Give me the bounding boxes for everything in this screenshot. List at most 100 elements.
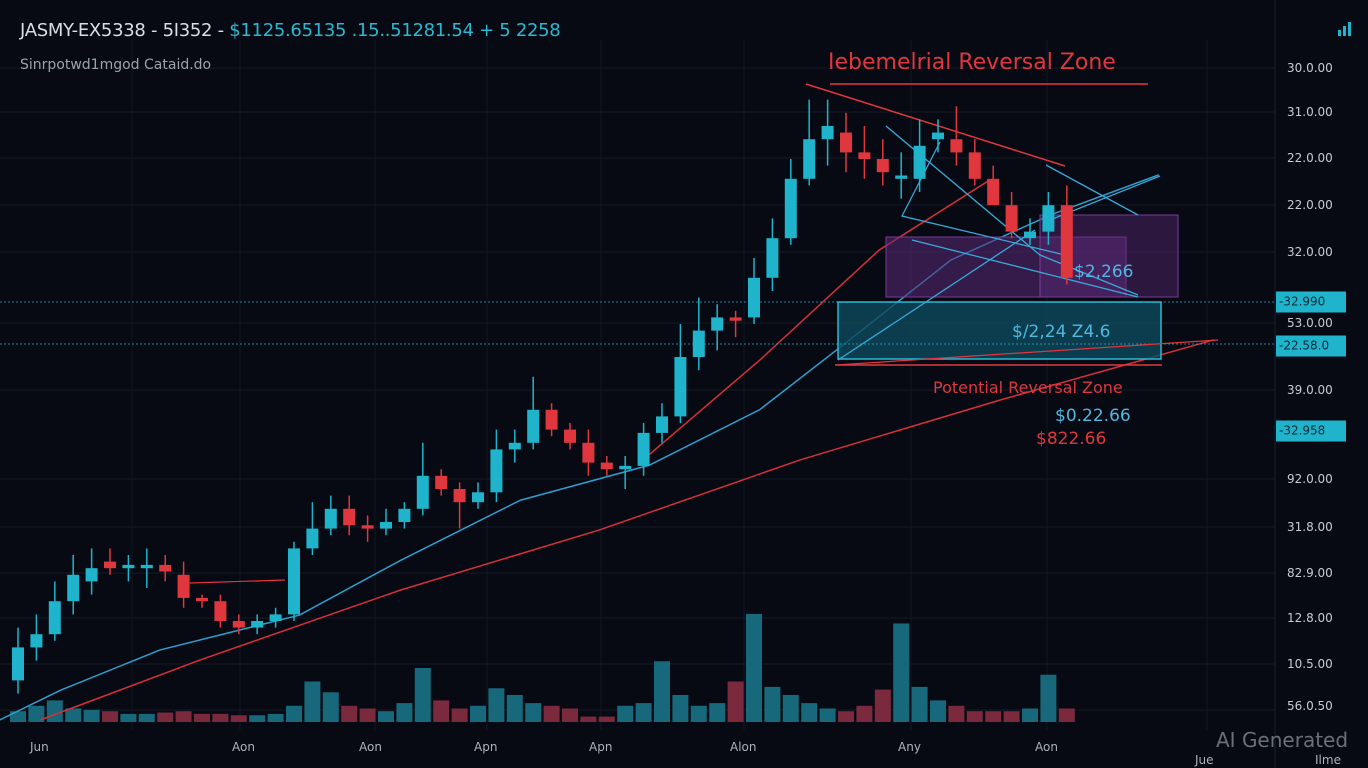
x-tick-label: Aon	[1035, 740, 1058, 754]
volume-bar	[617, 705, 634, 722]
candle-body	[324, 508, 337, 529]
candle-body	[784, 178, 797, 239]
volume-bar	[506, 695, 523, 722]
volume-bar	[102, 711, 118, 722]
x-tick-label: Jue	[1195, 753, 1214, 767]
volume-bar	[322, 692, 339, 722]
candle-body	[766, 238, 779, 278]
volume-bar	[672, 695, 689, 722]
volume-bar	[470, 705, 486, 722]
y-tick-label: 32.0.00	[1287, 245, 1333, 259]
candle	[343, 495, 356, 536]
y-tick-label: 30.0.00	[1287, 61, 1333, 75]
candle	[564, 423, 576, 450]
y-tick-label: 31.8.00	[1287, 520, 1333, 534]
candle	[251, 614, 264, 635]
candle-body	[1060, 205, 1073, 278]
candle-body	[12, 647, 24, 681]
cyan-zone	[837, 301, 1162, 360]
trendline-cyan-lower	[911, 239, 1139, 298]
volume-bar	[911, 686, 928, 722]
annotation-drawings	[0, 83, 1275, 584]
candle-body	[987, 178, 1000, 206]
volume-bar	[1022, 708, 1038, 722]
candle-body	[1042, 205, 1055, 232]
candle-body	[619, 465, 632, 470]
candle-body	[343, 508, 356, 526]
candle-body	[30, 634, 43, 648]
candle	[913, 119, 926, 192]
y-tick-label: 56.0.50	[1287, 699, 1333, 713]
trendline-cyan-wedge2	[901, 141, 1066, 256]
watermark: AI Generated	[1216, 728, 1349, 752]
candle-body	[821, 126, 834, 140]
candle	[1005, 192, 1018, 239]
candle	[840, 112, 852, 173]
volume-bar	[1040, 674, 1057, 722]
candle	[380, 508, 392, 536]
candle	[858, 126, 871, 179]
trendline-red-long	[835, 339, 1219, 366]
candle	[177, 561, 190, 608]
candle	[472, 482, 484, 509]
candle	[600, 456, 613, 476]
candle	[582, 429, 595, 476]
volume-bar	[838, 711, 854, 722]
volume-bars	[10, 614, 1075, 722]
candle-body	[140, 564, 153, 569]
candle-body	[196, 597, 208, 602]
candle	[30, 614, 43, 661]
volume-bar	[359, 708, 376, 722]
candle	[895, 152, 908, 199]
candle-body	[416, 475, 429, 509]
x-tick-label: Ilme	[1315, 753, 1341, 767]
price-readout: $1125.65135 .15..51281.54 + 5 2258	[229, 20, 561, 41]
volume-bar	[488, 688, 505, 722]
candle-body	[1005, 205, 1018, 232]
candle-body	[214, 601, 227, 621]
candle-body	[361, 525, 374, 529]
candle	[932, 119, 944, 153]
candle	[48, 581, 61, 641]
chart-bars-icon[interactable]	[1336, 20, 1354, 38]
volume-bar	[635, 703, 652, 722]
volume-bar	[138, 713, 155, 722]
volume-bar	[46, 700, 63, 722]
x-tick-label: Aon	[232, 740, 255, 754]
x-tick-label: Any	[898, 740, 921, 754]
candle	[711, 304, 724, 351]
candle-body	[729, 317, 742, 321]
volume-bar	[782, 695, 799, 722]
candle	[361, 515, 374, 542]
candle	[232, 614, 245, 635]
volume-bar	[654, 661, 670, 722]
candle	[692, 297, 705, 371]
purple-zone-price: $2,266	[1074, 262, 1134, 282]
volume-bar	[856, 705, 873, 722]
volume-bar	[1058, 708, 1075, 722]
volume-bar	[580, 716, 597, 722]
ma-red-short-line	[648, 179, 990, 456]
volume-bar	[10, 711, 26, 722]
volume-bar	[451, 708, 468, 722]
candle	[968, 139, 981, 186]
candle	[748, 258, 760, 324]
trendline-red-top	[805, 83, 1066, 167]
candle-body	[472, 492, 484, 503]
candle	[508, 429, 521, 463]
y-tick-label: 92.0.00	[1287, 472, 1333, 486]
volume-bar	[286, 705, 302, 722]
volume-bar	[212, 713, 229, 722]
x-tick-label: Apn	[474, 740, 498, 754]
volume-bar	[598, 716, 615, 722]
candle	[619, 456, 632, 489]
short-red-segment	[189, 579, 286, 584]
y-tick-label: 22.0.00	[1287, 198, 1333, 212]
candle-body	[527, 409, 540, 443]
candle	[656, 403, 668, 443]
volume-bar	[985, 711, 1002, 722]
trendline-cyan-up	[837, 229, 1036, 361]
candle-body	[48, 601, 61, 635]
volume-bar	[433, 700, 450, 722]
candle-body	[398, 508, 411, 522]
